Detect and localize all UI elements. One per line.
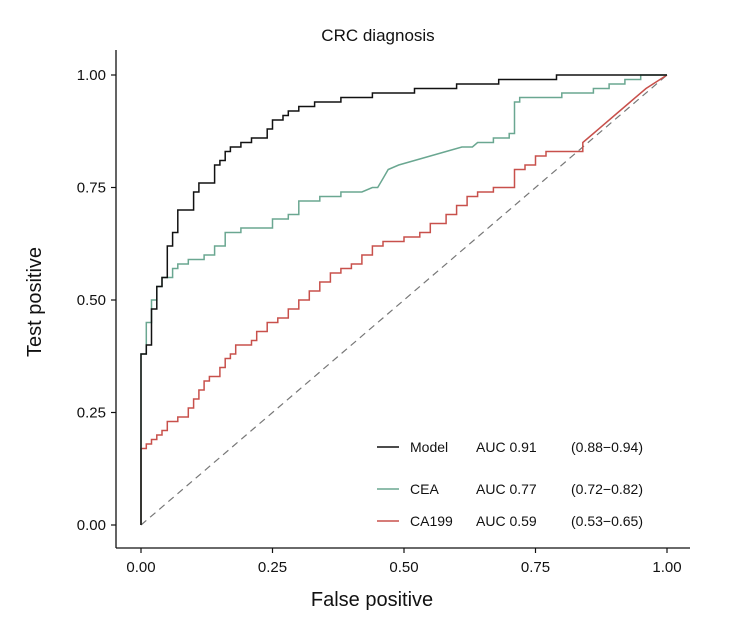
legend-confidence-interval: (0.88−0.94) bbox=[571, 439, 643, 455]
x-tick-label: 0.25 bbox=[258, 559, 287, 576]
legend-series-name: CA199 bbox=[410, 513, 453, 529]
series-line-cea bbox=[140, 74, 667, 525]
series-layer bbox=[140, 74, 668, 525]
series-line-ca199 bbox=[140, 74, 668, 525]
legend: Model AUC 0.91 (0.88−0.94) CEA AUC 0.77 (0.72… bbox=[377, 439, 643, 529]
chart-title: CRC diagnosis bbox=[321, 26, 434, 45]
y-tick-label: 0.50 bbox=[77, 292, 106, 309]
legend-auc-value: AUC 0.59 bbox=[476, 513, 537, 529]
y-axis-label: Test positive bbox=[24, 247, 46, 357]
legend-confidence-interval: (0.72−0.82) bbox=[571, 481, 643, 497]
legend-series-name: Model bbox=[410, 439, 448, 455]
legend-confidence-interval: (0.53−0.65) bbox=[571, 513, 643, 529]
x-tick-label: 0.50 bbox=[389, 559, 418, 576]
legend-item-cea: CEA AUC 0.77 (0.72−0.82) bbox=[377, 481, 643, 497]
x-tick-label: 1.00 bbox=[652, 559, 681, 576]
x-tick-label: 0.75 bbox=[521, 559, 550, 576]
x-tick-label: 0.00 bbox=[126, 559, 155, 576]
y-tick-label: 0.25 bbox=[77, 405, 106, 422]
axis-ticks: 0.00 0.25 0.50 0.75 1.00 0.00 0.25 0.50 0.75 1.00 bbox=[77, 67, 682, 576]
legend-item-model: Model AUC 0.91 (0.88−0.94) bbox=[377, 439, 643, 455]
legend-item-ca199: CA199 AUC 0.59 (0.53−0.65) bbox=[377, 513, 643, 529]
reference-diagonal-line bbox=[140, 74, 668, 526]
y-tick-label: 1.00 bbox=[77, 67, 106, 84]
y-tick-label: 0.75 bbox=[77, 180, 106, 197]
y-tick-label: 0.00 bbox=[77, 517, 106, 534]
x-axis-label: False positive bbox=[311, 589, 433, 611]
plot-area: 0.00 0.25 0.50 0.75 1.00 0.00 0.25 0.50 0.75 1.00 bbox=[77, 50, 690, 576]
legend-auc-value: AUC 0.91 bbox=[476, 439, 537, 455]
legend-auc-value: AUC 0.77 bbox=[476, 481, 537, 497]
series-line-model bbox=[140, 74, 667, 525]
legend-series-name: CEA bbox=[410, 481, 439, 497]
